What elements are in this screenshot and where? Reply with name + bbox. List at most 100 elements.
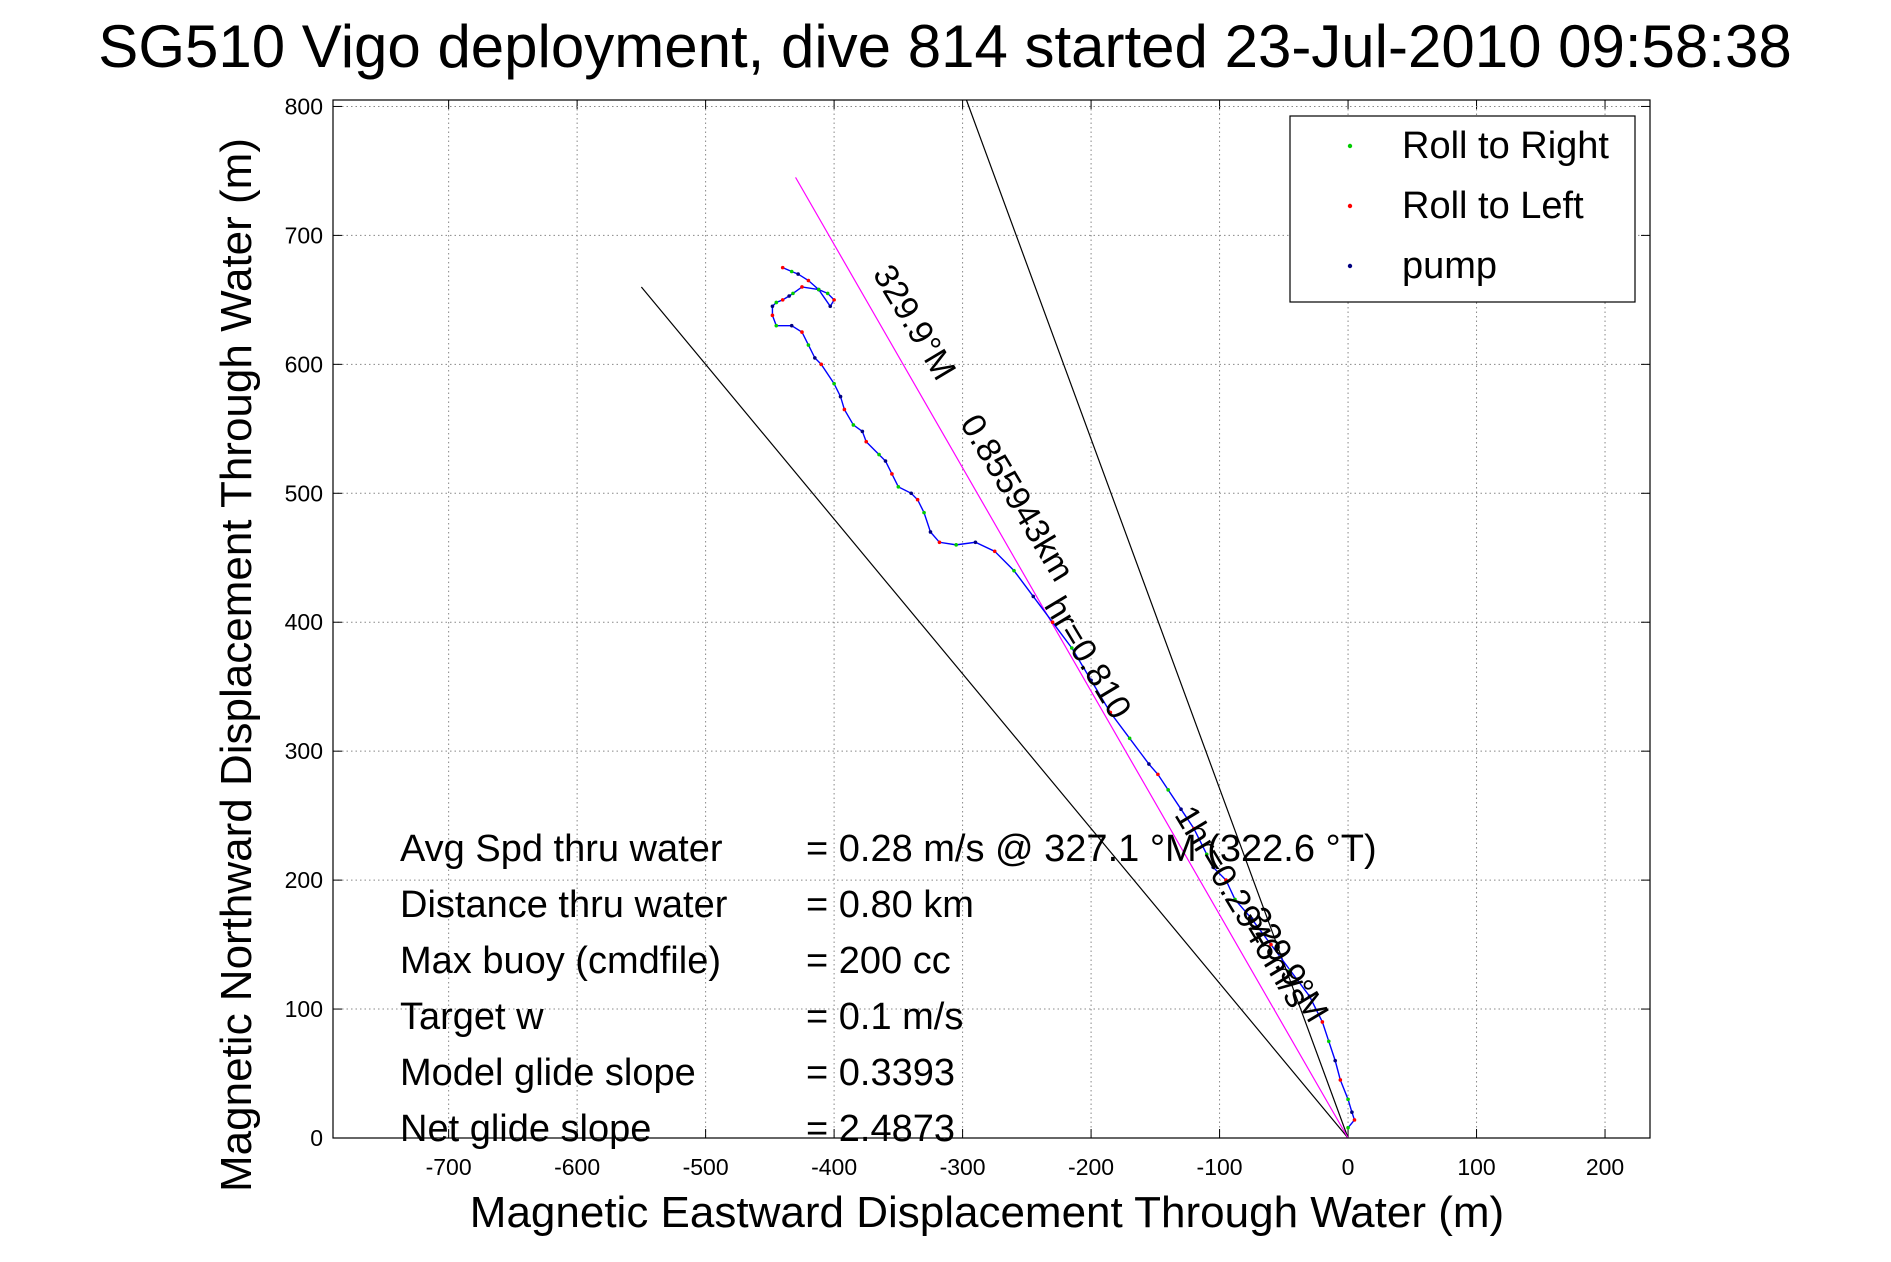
track-point: [787, 294, 791, 298]
legend-box: [1289, 115, 1636, 303]
track-point: [909, 491, 913, 496]
track-point: [1127, 736, 1132, 741]
track-point: [770, 304, 775, 309]
y-tick-label: 500: [285, 480, 323, 506]
stat-label: Avg Spd thru water: [400, 828, 723, 870]
track-point: [992, 549, 997, 554]
track-point: [806, 343, 811, 347]
x-tick-label: -600: [554, 1154, 600, 1180]
legend-marker: [1347, 203, 1353, 209]
track-point: [770, 313, 775, 318]
track-point: [1031, 594, 1036, 599]
track-point: [791, 291, 795, 296]
track-point: [1333, 1058, 1338, 1063]
track-point: [915, 497, 920, 502]
track-point: [890, 472, 894, 476]
track-point: [1326, 1039, 1331, 1044]
track-point: [806, 278, 811, 283]
legend-marker: [1347, 263, 1353, 269]
track-point: [1249, 916, 1254, 921]
stat-value: = 0.80 km: [806, 884, 974, 926]
track-point: [937, 540, 942, 545]
x-tick-label: -300: [940, 1154, 986, 1180]
track-point: [860, 429, 865, 434]
grid-lines: [333, 100, 1650, 1139]
track-point: [838, 394, 843, 399]
track-point: [1233, 897, 1237, 902]
stat-label: Net glide slope: [400, 1108, 651, 1150]
reference-lines: [640, 99, 1349, 1139]
track-point: [796, 272, 800, 276]
x-tick-label: 0: [1342, 1154, 1355, 1180]
track-point: [800, 285, 804, 289]
track-point: [928, 530, 933, 534]
track-point: [800, 330, 804, 334]
track-point: [813, 356, 817, 360]
track-point: [774, 300, 779, 305]
track-point: [864, 439, 869, 444]
y-tick-label: 700: [285, 222, 323, 248]
track-point: [1307, 994, 1312, 998]
stat-label: Target w: [400, 996, 544, 1038]
stat-label: Model glide slope: [400, 1052, 696, 1094]
track-annotation: 0.855943km: [953, 408, 1082, 588]
track-point: [1346, 1125, 1350, 1130]
track-point: [780, 298, 785, 302]
track-point: [896, 485, 901, 489]
x-tick-label: -700: [426, 1154, 472, 1180]
track-point: [789, 269, 794, 274]
stat-label: Distance thru water: [400, 884, 728, 926]
chart-title: SG510 Vigo deployment, dive 814 started …: [98, 13, 1791, 80]
y-tick-label: 200: [285, 867, 323, 893]
track-point: [1192, 826, 1196, 831]
track-point: [1147, 762, 1151, 766]
stat-value: = 0.1 m/s: [806, 996, 963, 1038]
legend-label: Roll to Right: [1402, 125, 1609, 167]
stats-panel: Avg Spd thru water = 0.28 m/s @ 327.1 °M …: [400, 828, 1377, 1150]
legend-marker: [1347, 143, 1353, 149]
y-tick-label: 100: [285, 996, 323, 1022]
y-tick-label: 300: [285, 738, 323, 764]
stat-label: Max buoy (cmdfile): [400, 940, 721, 982]
track-point: [828, 304, 833, 309]
track-point: [851, 423, 856, 427]
track-point: [1089, 678, 1093, 683]
track-point: [1352, 1118, 1357, 1122]
track-point: [819, 362, 824, 367]
track-point: [1320, 1020, 1325, 1024]
track-point: [1224, 878, 1228, 882]
reference-line: [965, 99, 1349, 1139]
track-point: [1108, 710, 1113, 715]
y-axis-label: Magnetic Northward Displacement Through …: [212, 138, 261, 1192]
stat-value: = 0.28 m/s @ 327.1 °M (322.6 °T): [806, 828, 1377, 870]
track-point: [1346, 1097, 1350, 1102]
x-axis-label: Magnetic Eastward Displacement Through W…: [470, 1188, 1504, 1237]
track-point: [1070, 646, 1074, 650]
track-point: [1179, 807, 1183, 811]
dive-track: [770, 265, 1357, 1130]
track-point: [1012, 568, 1016, 573]
x-tick-label: -500: [683, 1154, 729, 1180]
track-point: [922, 510, 926, 515]
y-tick-labels: 0 100 200 300 400 500 600 700 800: [285, 93, 323, 1151]
track-point: [1350, 1110, 1354, 1115]
track-point: [1156, 772, 1160, 777]
track-point: [973, 540, 978, 545]
track-point: [1288, 968, 1293, 973]
x-tick-label: -100: [1197, 1154, 1243, 1180]
stat-value: = 0.3393: [806, 1052, 955, 1094]
track-point: [774, 323, 779, 328]
track-point: [1204, 852, 1209, 857]
track-point: [954, 543, 958, 547]
x-tick-label: 100: [1457, 1154, 1495, 1180]
track-point: [825, 291, 830, 296]
legend-label: Roll to Left: [1402, 185, 1584, 227]
track-point: [883, 459, 888, 463]
stat-value: = 2.4873: [806, 1108, 955, 1150]
y-tick-label: 800: [285, 93, 323, 119]
track-point: [842, 407, 847, 412]
legend-label: pump: [1402, 245, 1497, 287]
y-tick-label: 0: [310, 1125, 323, 1151]
track-annotation: hr=0.810: [1037, 590, 1139, 725]
